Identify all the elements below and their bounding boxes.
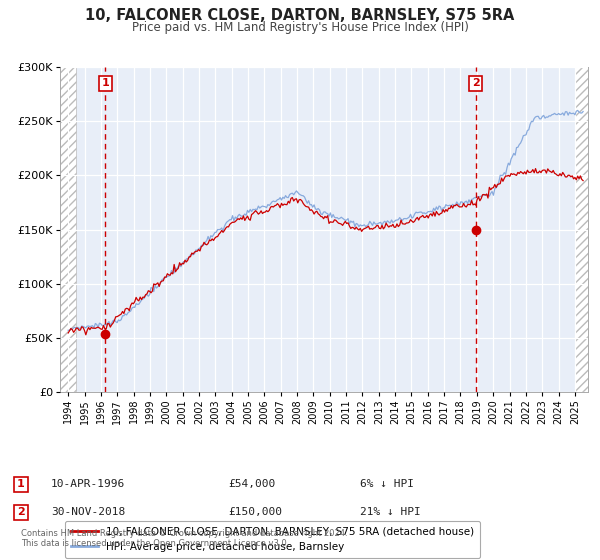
Bar	[60, 67, 76, 392]
Text: 1: 1	[101, 78, 109, 88]
Text: 6% ↓ HPI: 6% ↓ HPI	[360, 479, 414, 489]
Text: Price paid vs. HM Land Registry's House Price Index (HPI): Price paid vs. HM Land Registry's House …	[131, 21, 469, 34]
Text: 1: 1	[17, 479, 25, 489]
Text: This data is licensed under the Open Government Licence v3.0.: This data is licensed under the Open Gov…	[21, 539, 289, 548]
Legend: 10, FALCONER CLOSE, DARTON, BARNSLEY, S75 5RA (detached house), HPI: Average pri: 10, FALCONER CLOSE, DARTON, BARNSLEY, S7…	[65, 521, 480, 558]
Text: £54,000: £54,000	[228, 479, 275, 489]
Bar	[575, 67, 595, 392]
Text: 30-NOV-2018: 30-NOV-2018	[51, 507, 125, 517]
Text: Contains HM Land Registry data © Crown copyright and database right 2024.: Contains HM Land Registry data © Crown c…	[21, 529, 347, 538]
Text: 10, FALCONER CLOSE, DARTON, BARNSLEY, S75 5RA: 10, FALCONER CLOSE, DARTON, BARNSLEY, S7…	[85, 8, 515, 24]
Text: 21% ↓ HPI: 21% ↓ HPI	[360, 507, 421, 517]
Text: 2: 2	[17, 507, 25, 517]
Text: 2: 2	[472, 78, 479, 88]
Text: 10-APR-1996: 10-APR-1996	[51, 479, 125, 489]
Text: £150,000: £150,000	[228, 507, 282, 517]
